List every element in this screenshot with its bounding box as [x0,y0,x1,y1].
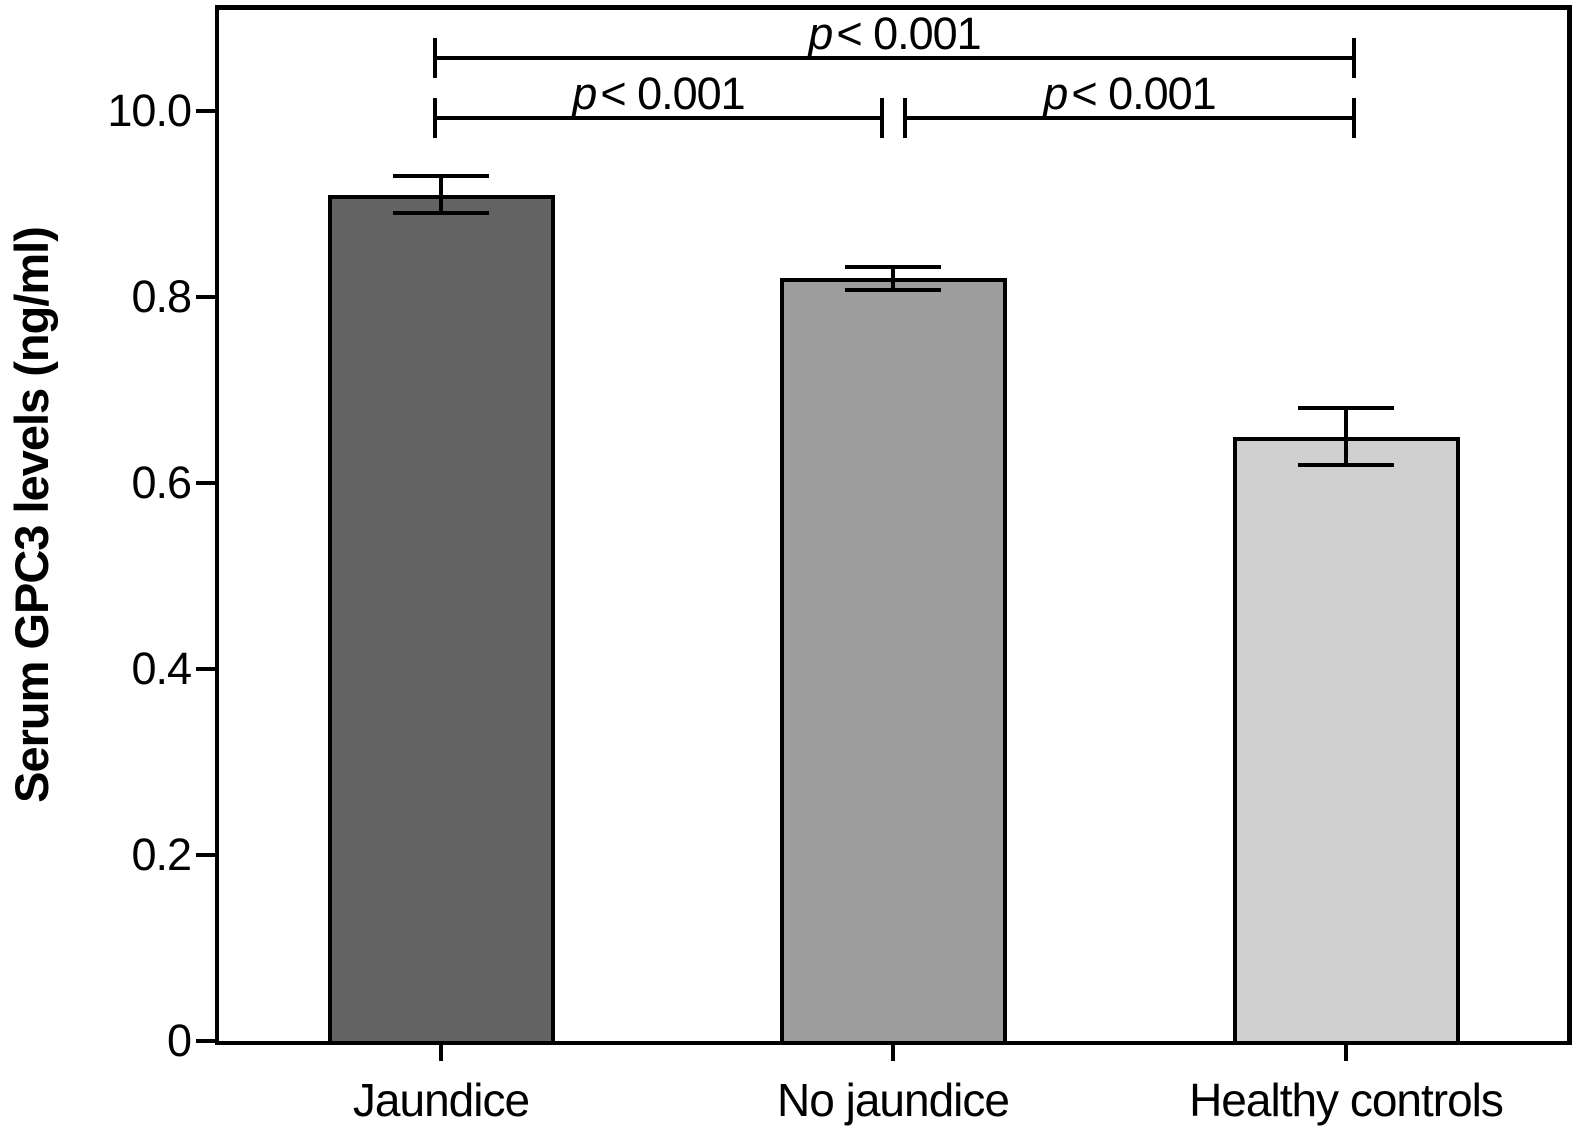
plot-area: p< 0.001 p< 0.001 p< 0.001 [215,5,1572,1045]
error-bar-cap [1298,463,1394,468]
bracket-line [433,116,884,120]
bracket-end-tick [1352,38,1356,78]
p-value-label: p< 0.001 [903,70,1356,118]
error-bar-jaundice [393,174,489,216]
error-bar-healthy-controls [1298,405,1394,468]
error-bar-no-jaundice [845,265,941,292]
x-axis-tick [891,1041,895,1061]
p-value-symbol: p [572,68,597,119]
p-value-text: < 0.001 [1071,68,1216,119]
x-axis-label-jaundice: Jaundice [352,1074,530,1126]
error-bar-cap [393,211,489,216]
y-axis-tick-label: 0.6 [131,457,192,508]
significance-bracket-jaundice-healthy [433,38,1356,78]
y-axis-tick [196,667,218,671]
y-axis-tick [196,853,218,857]
y-axis-tick [196,295,218,299]
y-axis-tick [196,481,218,485]
y-axis-tick [196,1039,218,1043]
y-axis-tick-label: 0.2 [131,829,192,880]
error-bar-line [1344,405,1348,468]
error-bar-cap [845,287,941,292]
y-axis-tick [196,109,218,113]
p-value-label: p< 0.001 [433,70,884,118]
bracket-line [903,116,1356,120]
bracket-end-tick [880,98,884,138]
bar-no-jaundice [779,278,1007,1041]
significance-bracket-jaundice-nojaundice [433,98,884,138]
x-axis-label-healthy-controls: Healthy controls [1189,1074,1504,1126]
x-axis-tick [1344,1041,1348,1061]
significance-bracket-nojaundice-healthy [903,98,1356,138]
p-value-text: < 0.001 [836,8,981,59]
plot-inner: p< 0.001 p< 0.001 p< 0.001 [219,10,1567,1041]
error-bar-line [891,265,895,292]
y-axis-tick-label: 0 [166,1015,192,1066]
bracket-end-tick [1352,98,1356,138]
x-axis-tick [439,1041,443,1061]
y-axis-tick-label: 0.4 [131,643,192,694]
bar-healthy-controls [1232,436,1460,1041]
bar-jaundice [327,194,555,1041]
x-axis-label-no-jaundice: No jaundice [777,1074,1010,1126]
p-value-label: p< 0.001 [433,10,1356,58]
p-value-text: < 0.001 [600,68,745,119]
y-axis-tick-label: 10.0 [107,85,192,136]
bracket-line [433,56,1356,60]
error-bar-line [439,174,443,216]
y-axis-tick-label: 0.8 [131,271,192,322]
p-value-symbol: p [1043,68,1068,119]
p-value-symbol: p [808,8,833,59]
